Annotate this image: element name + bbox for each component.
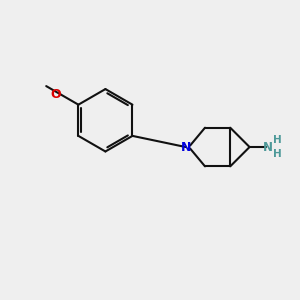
Text: H: H [272,136,281,146]
Text: H: H [272,148,281,159]
Text: O: O [51,88,61,101]
Text: N: N [181,140,191,154]
Text: N: N [262,140,272,154]
